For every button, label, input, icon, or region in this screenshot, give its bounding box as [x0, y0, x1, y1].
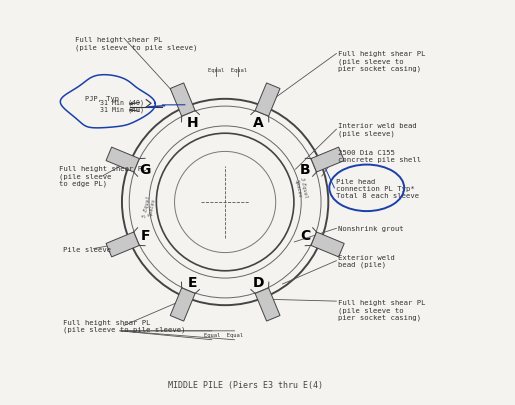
Text: G: G [140, 162, 151, 177]
Text: Full height shear PL
(pile sleeve to pile sleeve): Full height shear PL (pile sleeve to pil… [75, 37, 198, 51]
Text: C: C [300, 228, 310, 243]
Text: Nonshrink grout: Nonshrink grout [338, 226, 404, 232]
Text: Equal  Equal: Equal Equal [203, 332, 243, 337]
Text: E: E [187, 275, 197, 289]
Text: Full height shear PL
(pile sleeve to
pier socket casing): Full height shear PL (pile sleeve to pie… [338, 51, 426, 72]
Text: B: B [300, 162, 310, 177]
Text: D: D [252, 275, 264, 289]
Text: Equal  Equal: Equal Equal [208, 68, 247, 73]
Text: Exterior weld
bead (pile): Exterior weld bead (pile) [338, 254, 396, 268]
Text: Full height shear PL
(pile sleeve to pile sleeve): Full height shear PL (pile sleeve to pil… [63, 319, 186, 333]
Polygon shape [170, 288, 195, 321]
Text: 5 Equal
Spaces: 5 Equal Spaces [142, 195, 157, 218]
Text: Pile sleeve: Pile sleeve [63, 246, 111, 252]
Polygon shape [106, 148, 139, 173]
Text: MIDDLE PILE (Piers E3 thru E(4): MIDDLE PILE (Piers E3 thru E(4) [168, 380, 323, 390]
Polygon shape [170, 84, 195, 117]
Polygon shape [311, 232, 344, 257]
Text: Full height shear PL
(pile sleeve to
pier socket casing): Full height shear PL (pile sleeve to pie… [338, 299, 426, 320]
Polygon shape [106, 232, 139, 257]
Text: 31 Min (40): 31 Min (40) [100, 99, 144, 106]
Text: 31 Min (40): 31 Min (40) [100, 107, 144, 113]
Text: H: H [186, 116, 198, 130]
Polygon shape [255, 288, 280, 321]
Text: PJP, Typ: PJP, Typ [85, 96, 119, 102]
Text: A: A [253, 116, 264, 130]
Text: 3 Equal
Spaces: 3 Equal Spaces [294, 176, 308, 200]
Text: F: F [141, 228, 150, 243]
Polygon shape [255, 84, 280, 117]
Text: Full height shear PL
(pile sleeve
to edge PL): Full height shear PL (pile sleeve to edg… [59, 166, 147, 187]
Polygon shape [311, 148, 344, 173]
Text: Interior weld bead
(pile sleeve): Interior weld bead (pile sleeve) [338, 123, 417, 136]
Text: 2500 Dia C155
concrete pile shell: 2500 Dia C155 concrete pile shell [338, 149, 422, 162]
Text: Pile head
connection PL Typ*
Total 8 each sleeve: Pile head connection PL Typ* Total 8 eac… [336, 178, 420, 198]
